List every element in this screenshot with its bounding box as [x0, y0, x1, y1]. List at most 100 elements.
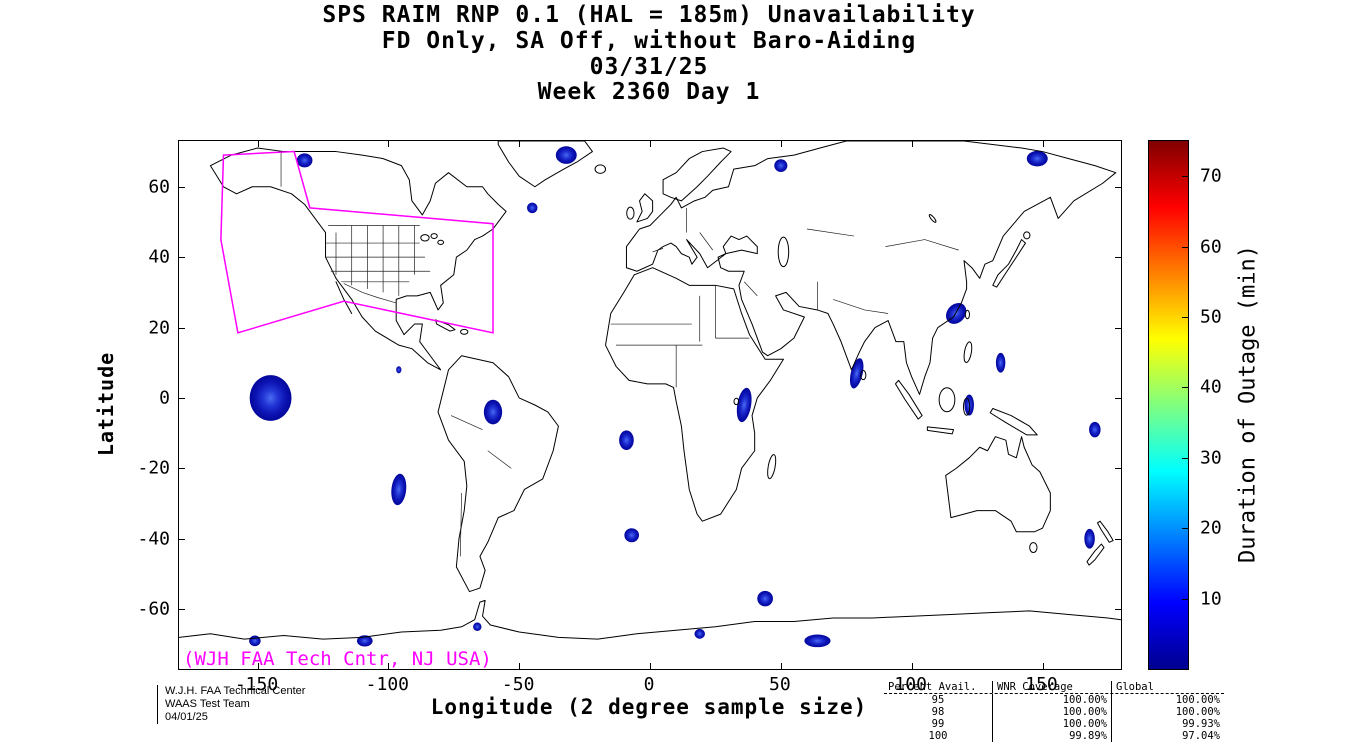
x-tick-mark: [519, 663, 521, 669]
availability-table-header: Percent Avail. WNR Coverage Global: [884, 681, 1224, 694]
footer-line-3: 04/01/25: [165, 711, 208, 723]
coastlines-layer: [179, 141, 1121, 639]
x-tick-mark: [650, 663, 651, 669]
colorbar-tick-label: 60: [1200, 236, 1222, 258]
x-tick-mark: [1042, 141, 1044, 147]
x-tick-label: 0: [643, 674, 655, 695]
africa-coastline: [606, 268, 784, 521]
great-lake-erie-ontario: [438, 240, 444, 244]
colorbar-tick-label: 70: [1200, 165, 1222, 187]
us-mexico-border: [344, 284, 396, 303]
australia-coastline: [946, 437, 1051, 532]
colorbar-tick-mark: [1182, 528, 1188, 530]
outage-region: [736, 387, 752, 423]
table-row: 98 100.00% 100.00%: [884, 706, 1224, 718]
table-cell: 99: [931, 718, 945, 730]
outage-region: [1026, 150, 1048, 167]
java-coastline: [927, 427, 953, 434]
outage-region: [527, 202, 538, 214]
outage-region: [396, 366, 402, 374]
world-map-svg: [179, 141, 1121, 648]
outage-region: [619, 430, 634, 451]
y-tick-label: -40: [137, 528, 170, 550]
y-tick-mark: [179, 327, 185, 329]
eurasia-coastline: [626, 141, 1115, 394]
x-tick-label: 100: [894, 674, 927, 695]
table-cell: 100.00%: [992, 718, 1111, 730]
outage-region: [774, 159, 788, 172]
outage-region: [249, 635, 261, 647]
x-tick-label: 150: [1025, 674, 1058, 695]
table-cell: 99.89%: [992, 730, 1111, 742]
antarctica-coastline: [179, 600, 1121, 639]
country-borders-layer: [281, 152, 959, 557]
y-tick-mark: [179, 609, 185, 611]
colorbar-tick-mark: [1182, 457, 1188, 459]
world-map-plot-area: [178, 140, 1122, 670]
colorbar: [1148, 140, 1189, 670]
table-row: 100 99.89% 97.04%: [884, 730, 1224, 742]
x-tick-mark: [911, 141, 913, 147]
outage-region: [1084, 528, 1095, 549]
philippines-coastline: [963, 341, 974, 364]
y-axis-tick-labels: 60 40 20 0 -20 -40 -60: [128, 141, 170, 669]
availability-table: Percent Avail. WNR Coverage Global 95 10…: [884, 681, 1224, 742]
table-header-wnr-coverage: WNR Coverage: [992, 681, 1111, 693]
outage-region: [555, 146, 577, 164]
y-tick-mark: [1115, 327, 1121, 329]
footer-line-1: W.J.H. FAA Technical Center: [165, 685, 306, 697]
taiwan-coastline: [965, 310, 969, 318]
outage-region: [1089, 421, 1101, 438]
outage-region: [473, 622, 482, 631]
colorbar-tick-mark: [1182, 246, 1188, 248]
y-tick-mark: [1115, 468, 1121, 470]
colorbar-label: Duration of Outage (min): [1235, 245, 1261, 563]
table-cell: 100.00%: [992, 694, 1111, 706]
x-tick-mark: [257, 141, 259, 147]
y-tick-mark: [1115, 609, 1121, 611]
colorbar-tick-mark: [1182, 176, 1188, 178]
y-tick-mark: [179, 257, 185, 259]
y-tick-mark: [1115, 257, 1121, 259]
colorbar-tick-labels: 10 20 30 40 50 60 70: [1192, 141, 1238, 669]
south-america-coastline: [438, 356, 558, 592]
y-tick-label: -60: [137, 598, 170, 620]
plot-title-line-1: SPS RAIM RNP 0.1 (HAL = 185m) Unavailabi…: [322, 2, 976, 28]
tasmania-coastline: [1030, 543, 1037, 553]
hokkaido-coastline: [1024, 232, 1030, 239]
x-tick-mark: [388, 141, 390, 147]
sumatra-coastline: [895, 380, 922, 419]
x-tick-mark: [388, 663, 390, 669]
table-cell: 97.04%: [1111, 730, 1224, 742]
table-cell: 98: [931, 706, 945, 718]
x-tick-label: -50: [501, 674, 535, 695]
great-lake-superior: [421, 235, 429, 241]
waas-coverage-boundary: [221, 152, 493, 333]
borneo-coastline: [939, 388, 955, 412]
greenland-coastline: [498, 141, 592, 187]
ireland-coastline: [627, 207, 634, 219]
outage-region: [946, 303, 967, 324]
north-america-coastline: [210, 148, 506, 370]
sri-lanka-coastline: [861, 371, 866, 380]
outage-region: [694, 628, 705, 639]
y-tick-label: 0: [159, 387, 170, 409]
y-tick-label: 60: [148, 176, 170, 198]
outage-region: [757, 590, 773, 607]
colorbar-tick-mark: [1182, 598, 1188, 600]
outage-region: [624, 528, 640, 543]
new-zealand-north-island: [1097, 521, 1113, 542]
colorbar-tick-mark: [1182, 317, 1188, 318]
outage-region: [483, 399, 503, 425]
table-header-global: Global: [1111, 681, 1224, 693]
x-tick-label: 50: [768, 674, 791, 695]
table-cell: 100.00%: [1111, 706, 1224, 718]
y-tick-mark: [179, 538, 185, 540]
table-cell: 100.00%: [992, 706, 1111, 718]
hispaniola-coastline: [461, 329, 468, 334]
outage-region: [356, 635, 373, 647]
baja-california-coastline: [336, 282, 352, 314]
colorbar-tick-label: 20: [1200, 517, 1222, 539]
x-tick-mark: [780, 141, 782, 147]
sulawesi-coastline: [963, 398, 969, 415]
